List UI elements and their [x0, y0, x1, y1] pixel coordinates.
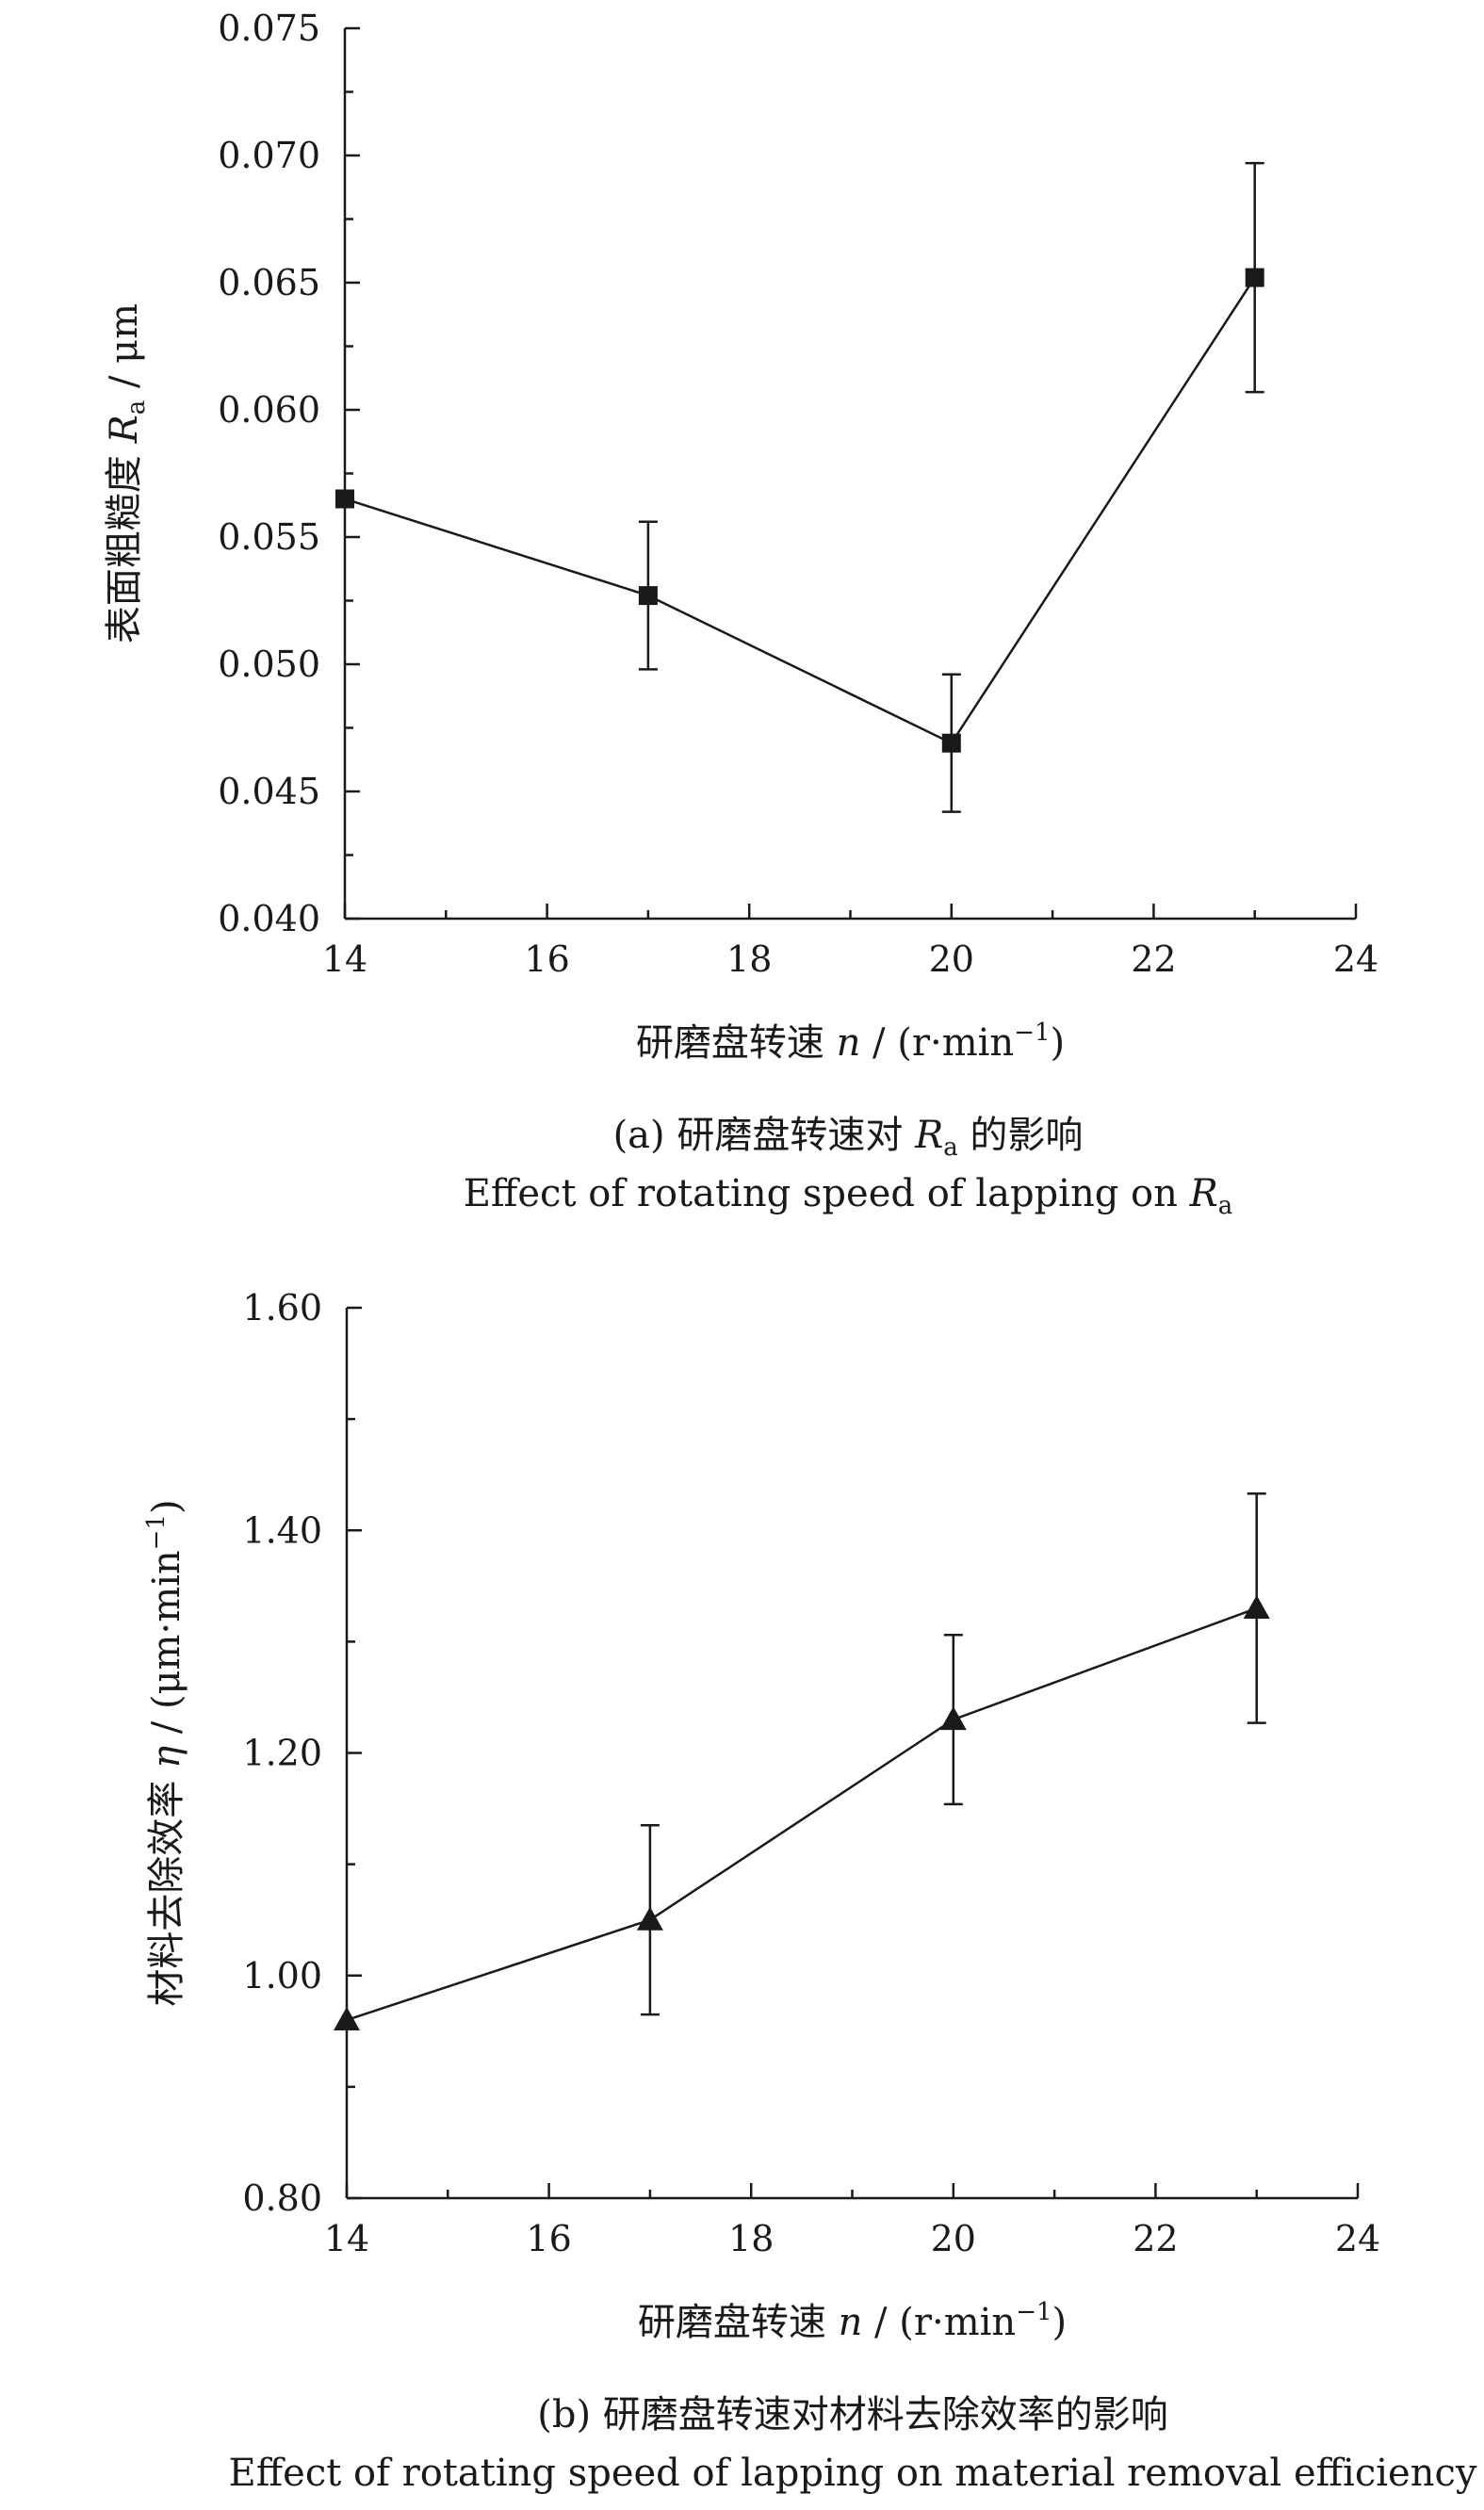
- label-text: 的影响: [958, 1114, 1084, 1157]
- label-symbol: n: [839, 2301, 863, 2344]
- x-tick-label: 22: [1131, 938, 1176, 980]
- label-text: / μm: [103, 303, 146, 400]
- x-tick-label: 14: [322, 938, 367, 980]
- label-symbol: R: [914, 1114, 943, 1157]
- label-symbol: η: [145, 1746, 188, 1768]
- label-text: (a) 研磨盘转速对: [613, 1114, 916, 1157]
- data-point: [939, 1706, 967, 1731]
- caption-english: Effect of rotating speed of lapping on R…: [464, 1172, 1232, 1220]
- label-subscript: a: [943, 1133, 958, 1162]
- x-tick-label: 18: [726, 938, 772, 980]
- x-tick-label: 18: [728, 2218, 774, 2259]
- label-text: 表面粗糙度: [103, 443, 146, 644]
- data-point: [335, 489, 354, 509]
- y-tick-label: 0.075: [218, 8, 320, 49]
- label-text: ): [1051, 1021, 1066, 1065]
- x-tick-label: 14: [324, 2218, 369, 2259]
- chart-b: 0.80 1.00 1.20 1.40 1.60 14 16 18 20 22 24 材料去除效率 η…: [142, 1287, 1477, 2495]
- caption-chinese: (a) 研磨盘转速对 Ra 的影响: [613, 1114, 1084, 1162]
- data-point: [1245, 268, 1264, 287]
- x-tick-label: 16: [524, 938, 569, 980]
- y-tick-label: 1.20: [242, 1733, 322, 1774]
- label-text: ): [1052, 2301, 1068, 2344]
- x-tick-label: 22: [1133, 2218, 1178, 2259]
- label-symbol: n: [837, 1021, 861, 1065]
- y-tick-label: 0.065: [218, 262, 320, 303]
- data-point: [334, 2007, 360, 2030]
- y-tick-label: 1.40: [242, 1509, 322, 1551]
- svg-text:表面粗糙度 Ra / μm: 表面粗糙度 Ra / μm: [103, 303, 151, 644]
- data-point: [1243, 1594, 1270, 1619]
- label-text: / (μm·min: [145, 1550, 188, 1746]
- label-symbol: R: [103, 415, 146, 444]
- y-tick-label: 0.80: [242, 2177, 322, 2219]
- data-point: [636, 1906, 663, 1931]
- label-subscript: a: [1218, 1192, 1233, 1220]
- label-text: (b) 研磨盘转速对材料去除效率的影响: [537, 2393, 1168, 2437]
- label-superscript: −1: [1016, 2298, 1052, 2326]
- label-text: 研磨盘转速: [638, 2301, 839, 2344]
- x-tick-label: 20: [929, 938, 974, 980]
- y-tick-label: 0.045: [218, 771, 320, 812]
- x-tick-label: 24: [1335, 2218, 1380, 2259]
- label-subscript: a: [122, 400, 151, 416]
- series-line: [346, 1606, 1258, 2022]
- x-axis-label: 研磨盘转速 n / (r·min−1): [636, 1019, 1065, 1065]
- series-line: [344, 276, 1256, 745]
- x-tick-label: 20: [931, 2218, 976, 2259]
- caption-chinese: (b) 研磨盘转速对材料去除效率的影响: [537, 2393, 1168, 2437]
- data-point: [638, 586, 658, 606]
- y-tick-label: 0.050: [218, 644, 320, 685]
- label-text: 研磨盘转速: [636, 1021, 837, 1065]
- y-tick-label: 0.070: [218, 135, 320, 176]
- label-symbol: R: [1189, 1172, 1218, 1215]
- label-text: 材料去除效率: [145, 1768, 188, 2007]
- data-point: [941, 733, 961, 753]
- label-text: / (r·min: [860, 1021, 1014, 1065]
- x-tick-label: 24: [1333, 938, 1378, 980]
- caption-english: Effect of rotating speed of lapping on m…: [229, 2452, 1477, 2495]
- y-tick-label: 0.040: [218, 898, 320, 939]
- y-tick-label: 0.060: [218, 389, 320, 431]
- label-text: / (r·min: [862, 2301, 1016, 2344]
- x-tick-label: 16: [526, 2218, 571, 2259]
- y-axis-label: 表面粗糙度 Ra / μm: [103, 303, 151, 644]
- x-axis-label: 研磨盘转速 n / (r·min−1): [638, 2298, 1067, 2344]
- chart-a: 0.040 0.045 0.050 0.055 0.060 0.065 0.070 0.075…: [103, 8, 1378, 1220]
- y-axis-label: 材料去除效率 η / (μm·min−1): [142, 1499, 188, 2006]
- label-text: ): [145, 1499, 188, 1514]
- label-text: Effect of rotating speed of lapping on: [464, 1172, 1190, 1215]
- label-text: Effect of rotating speed of lapping on m…: [229, 2452, 1477, 2495]
- label-superscript: −1: [1014, 1019, 1050, 1047]
- y-tick-label: 0.055: [218, 516, 320, 558]
- y-tick-label: 1.60: [242, 1287, 322, 1328]
- label-superscript: −1: [142, 1514, 171, 1550]
- y-tick-label: 1.00: [242, 1955, 322, 1997]
- svg-text:材料去除效率 η / (μm·min−1): 材料去除效率 η / (μm·min−1): [142, 1499, 188, 2006]
